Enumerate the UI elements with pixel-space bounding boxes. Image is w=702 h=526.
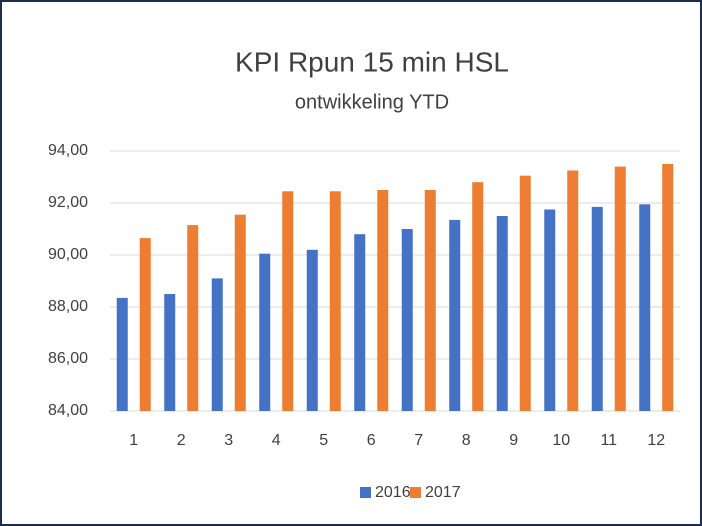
x-tick-label: 9	[509, 432, 518, 449]
chart-subtitle: ontwikkeling YTD	[295, 91, 449, 113]
bar	[614, 166, 626, 411]
x-tick-label: 3	[224, 432, 233, 449]
bar	[187, 225, 199, 411]
bar	[259, 253, 271, 411]
x-tick-label: 2	[177, 432, 186, 449]
x-tick-label: 12	[647, 432, 665, 449]
y-tick-label: 84,00	[48, 402, 88, 419]
x-tick-label: 10	[552, 432, 570, 449]
chart-title: KPI Rpun 15 min HSL	[235, 46, 509, 77]
bar	[449, 219, 461, 411]
x-tick-label: 1	[129, 432, 138, 449]
bar	[424, 190, 436, 411]
bar	[401, 229, 413, 411]
bar	[116, 297, 128, 411]
y-tick-label: 94,00	[48, 142, 88, 159]
y-tick-label: 88,00	[48, 298, 88, 315]
y-tick-label: 92,00	[48, 194, 88, 211]
bar	[306, 249, 318, 411]
x-tick-label: 7	[414, 432, 423, 449]
bar	[519, 175, 531, 411]
bar	[567, 170, 579, 411]
y-tick-label: 86,00	[48, 350, 88, 367]
x-tick-label: 6	[367, 432, 376, 449]
x-tick-label: 5	[319, 432, 328, 449]
bar	[591, 206, 603, 411]
bar	[662, 164, 674, 411]
x-tick-label: 8	[462, 432, 471, 449]
bar	[354, 234, 366, 411]
x-tick-label: 11	[600, 432, 617, 449]
bar	[639, 204, 651, 411]
bar	[472, 182, 484, 411]
bar	[139, 238, 151, 411]
bar	[544, 209, 556, 411]
legend-swatch	[410, 487, 421, 498]
legend-label: 2017	[425, 484, 461, 501]
bar	[211, 278, 223, 411]
bar	[377, 190, 389, 411]
bar	[234, 214, 246, 411]
bar	[282, 191, 294, 411]
legend-label: 2016	[375, 484, 411, 501]
legend-swatch	[360, 487, 371, 498]
y-tick-label: 90,00	[48, 246, 88, 263]
bar	[329, 191, 341, 411]
bar	[164, 294, 176, 411]
bar	[496, 216, 508, 411]
x-tick-label: 4	[272, 432, 281, 449]
